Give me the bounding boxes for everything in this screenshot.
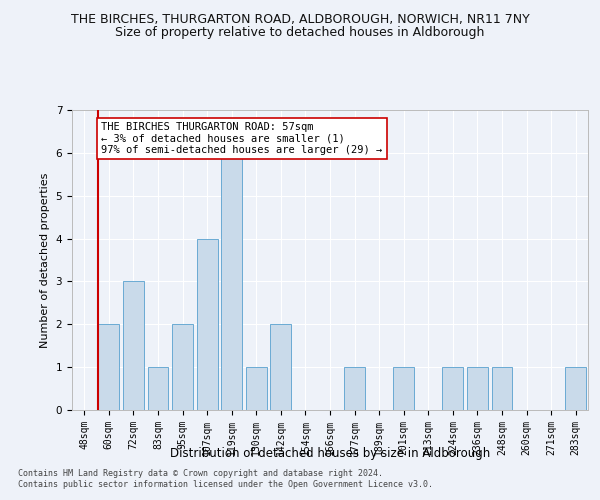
Bar — [344, 367, 365, 410]
Bar — [221, 153, 242, 410]
Text: THE BIRCHES, THURGARTON ROAD, ALDBOROUGH, NORWICH, NR11 7NY: THE BIRCHES, THURGARTON ROAD, ALDBOROUGH… — [71, 12, 529, 26]
Text: Size of property relative to detached houses in Aldborough: Size of property relative to detached ho… — [115, 26, 485, 39]
Bar — [197, 238, 218, 410]
Bar — [565, 367, 586, 410]
Bar — [271, 324, 292, 410]
Bar — [98, 324, 119, 410]
Bar — [467, 367, 488, 410]
Text: THE BIRCHES THURGARTON ROAD: 57sqm
← 3% of detached houses are smaller (1)
97% o: THE BIRCHES THURGARTON ROAD: 57sqm ← 3% … — [101, 122, 383, 155]
Bar — [246, 367, 267, 410]
Bar — [172, 324, 193, 410]
Text: Contains public sector information licensed under the Open Government Licence v3: Contains public sector information licen… — [18, 480, 433, 489]
Y-axis label: Number of detached properties: Number of detached properties — [40, 172, 50, 348]
Bar — [442, 367, 463, 410]
Bar — [123, 282, 144, 410]
Bar — [491, 367, 512, 410]
Text: Contains HM Land Registry data © Crown copyright and database right 2024.: Contains HM Land Registry data © Crown c… — [18, 468, 383, 477]
Bar — [148, 367, 169, 410]
Text: Distribution of detached houses by size in Aldborough: Distribution of detached houses by size … — [170, 448, 490, 460]
Bar — [393, 367, 414, 410]
